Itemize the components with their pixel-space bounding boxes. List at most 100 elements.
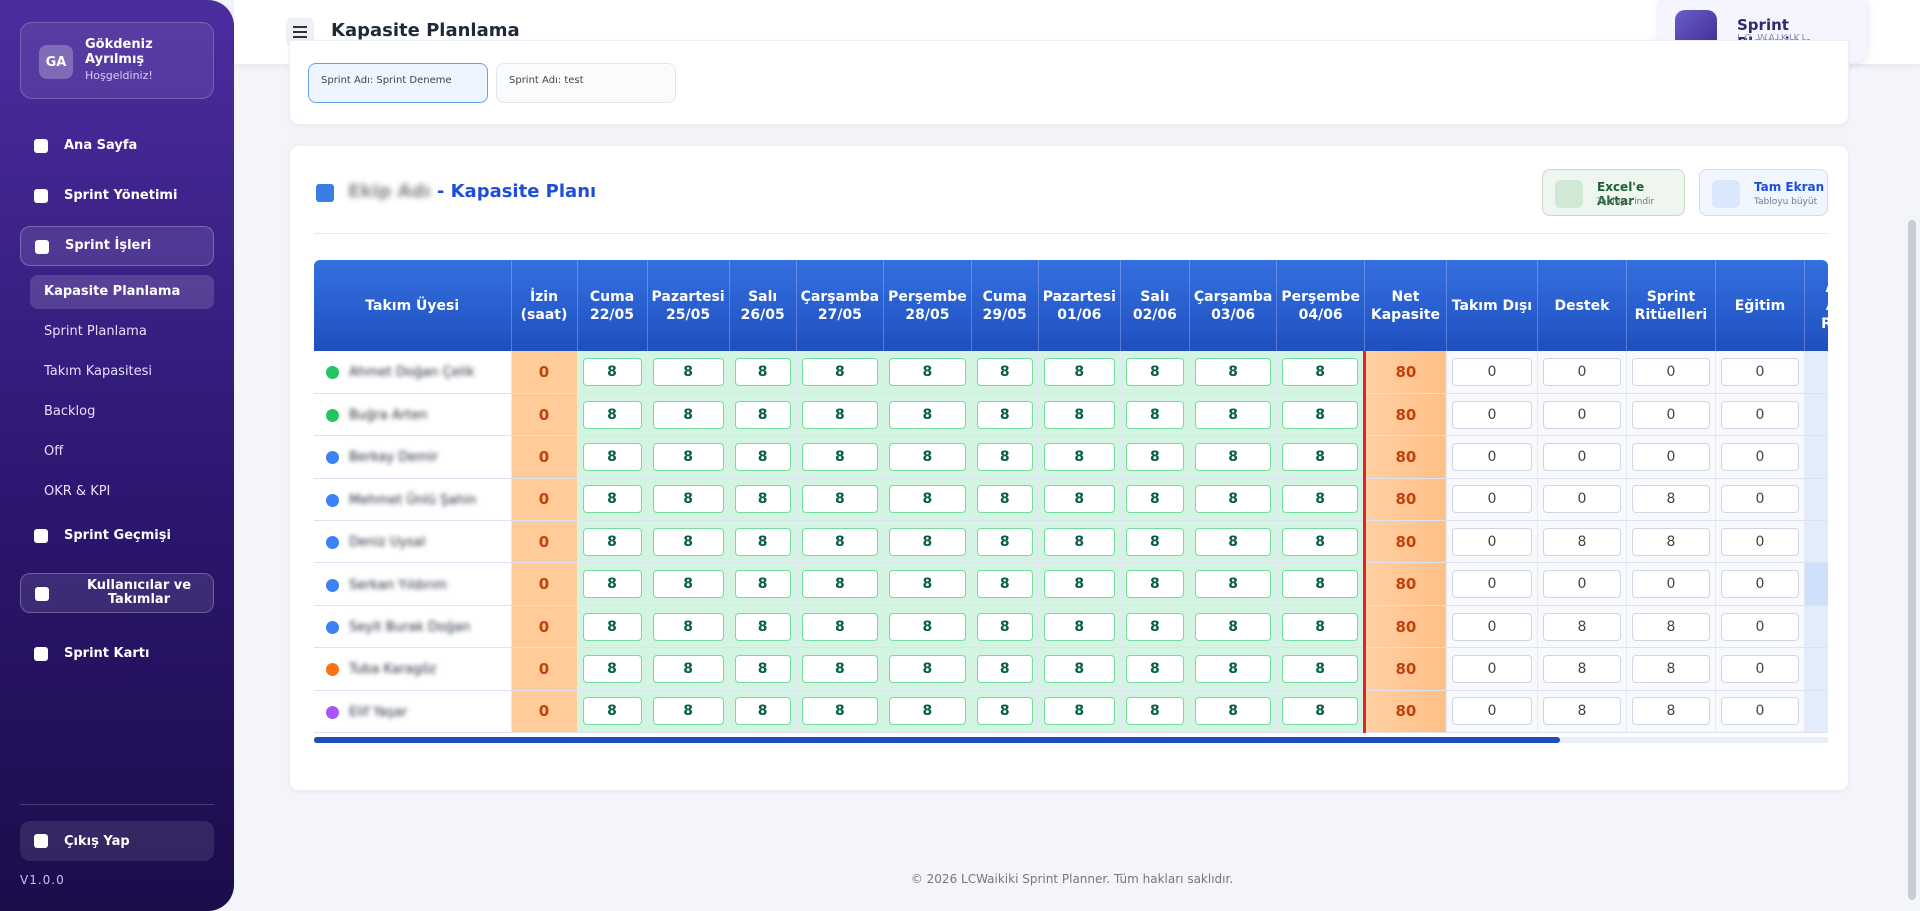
cell-input[interactable]: 8	[582, 612, 642, 641]
cell-input[interactable]: 8	[652, 442, 724, 471]
cell-input[interactable]: 8	[652, 654, 724, 683]
cell-input[interactable]: 0	[1631, 357, 1710, 386]
subnav-item[interactable]: Backlog	[44, 404, 96, 419]
cell-input[interactable]: 8	[582, 357, 642, 386]
sprint-tab[interactable]: Sprint Adı: test	[496, 63, 676, 103]
cell-input[interactable]: 8	[1194, 357, 1272, 386]
cell-input[interactable]: 8	[1125, 697, 1184, 726]
cell-input[interactable]: 8	[976, 485, 1033, 514]
cell-input[interactable]: 8	[1631, 527, 1710, 556]
cell-input[interactable]: 8	[1125, 527, 1184, 556]
cell-input[interactable]: 8	[801, 612, 879, 641]
cell-input[interactable]: 8	[1194, 570, 1272, 599]
cell-input[interactable]: 8	[1194, 612, 1272, 641]
cell-input[interactable]: 8	[1194, 654, 1272, 683]
cell-input[interactable]: 8	[801, 357, 879, 386]
cell-input[interactable]: 8	[734, 527, 791, 556]
cell-input[interactable]: 8	[582, 527, 642, 556]
cell-input[interactable]: 8	[1125, 357, 1184, 386]
cell-input[interactable]: 0	[1542, 357, 1621, 386]
cell-input[interactable]: 8	[652, 400, 724, 429]
cell-input[interactable]: 8	[976, 527, 1033, 556]
cell-input[interactable]: 0	[1631, 442, 1710, 471]
cell-input[interactable]: 0	[1720, 697, 1799, 726]
cell-input[interactable]: 8	[976, 654, 1033, 683]
cell-input[interactable]: 8	[582, 485, 642, 514]
cell-input[interactable]: 8	[801, 400, 879, 429]
cell-input[interactable]: 8	[889, 697, 966, 726]
subnav-item[interactable]: Takım Kapasitesi	[44, 364, 153, 379]
cell-input[interactable]: 8	[582, 654, 642, 683]
cell-input[interactable]: 0	[1451, 612, 1532, 641]
cell-input[interactable]: 8	[801, 442, 879, 471]
cell-input[interactable]: 8	[889, 442, 966, 471]
fullscreen-button[interactable]: Tam Ekran Tabloyu büyüt	[1699, 169, 1828, 216]
cell-input[interactable]: 8	[1542, 697, 1621, 726]
cell-input[interactable]: 8	[1125, 654, 1184, 683]
cell-input[interactable]: 8	[1282, 654, 1358, 683]
nav-item[interactable]: Ana Sayfa	[20, 126, 214, 166]
excel-button[interactable]: Excel'e Aktar Tabloyu indir	[1542, 169, 1685, 216]
cell-input[interactable]: 8	[1542, 527, 1621, 556]
cell-input[interactable]: 8	[1043, 400, 1115, 429]
sprint-tab[interactable]: Sprint Adı: Sprint Deneme	[308, 63, 488, 103]
cell-input[interactable]: 8	[652, 697, 724, 726]
cell-input[interactable]: 0	[1451, 485, 1532, 514]
cell-input[interactable]: 0	[1542, 442, 1621, 471]
cell-input[interactable]: 8	[1043, 357, 1115, 386]
cell-input[interactable]: 0	[1451, 654, 1532, 683]
subnav-item[interactable]: OKR & KPI	[44, 484, 111, 499]
cell-input[interactable]: 8	[582, 442, 642, 471]
cell-input[interactable]: 8	[734, 570, 791, 599]
cell-input[interactable]: 0	[1542, 570, 1621, 599]
cell-input[interactable]: 0	[1451, 357, 1532, 386]
cell-input[interactable]: 8	[801, 527, 879, 556]
cell-input[interactable]: 8	[1125, 400, 1184, 429]
cell-input[interactable]: 0	[1542, 400, 1621, 429]
cell-input[interactable]: 8	[1282, 357, 1358, 386]
logout[interactable]: Çıkış Yap	[20, 821, 214, 861]
cell-input[interactable]: 8	[1194, 697, 1272, 726]
page-scrollbar[interactable]	[1908, 220, 1916, 900]
cell-input[interactable]: 8	[1194, 442, 1272, 471]
nav-item[interactable]: Sprint Yönetimi	[20, 176, 214, 216]
cell-input[interactable]: 8	[889, 357, 966, 386]
cell-input[interactable]: 0	[1631, 570, 1710, 599]
nav-item[interactable]: Sprint Geçmişi	[20, 516, 214, 556]
cell-input[interactable]: 8	[1282, 570, 1358, 599]
cell-input[interactable]: 8	[889, 570, 966, 599]
cell-input[interactable]: 8	[1282, 612, 1358, 641]
subnav-item[interactable]: Off	[44, 444, 64, 459]
cell-input[interactable]: 8	[734, 442, 791, 471]
cell-input[interactable]: 8	[801, 697, 879, 726]
cell-input[interactable]: 8	[1631, 612, 1710, 641]
cell-input[interactable]: 0	[1720, 357, 1799, 386]
cell-input[interactable]: 8	[652, 570, 724, 599]
cell-input[interactable]: 8	[582, 570, 642, 599]
cell-input[interactable]: 8	[801, 654, 879, 683]
cell-input[interactable]: 8	[1125, 570, 1184, 599]
nav-item[interactable]: Kullanıcılar ve Takımlar	[20, 573, 214, 613]
cell-input[interactable]: 0	[1451, 400, 1532, 429]
cell-input[interactable]: 8	[652, 527, 724, 556]
cell-input[interactable]: 8	[1125, 442, 1184, 471]
cell-input[interactable]: 8	[976, 697, 1033, 726]
nav-item[interactable]: Sprint Kartı	[20, 634, 214, 674]
cell-input[interactable]: 8	[889, 654, 966, 683]
subnav-item[interactable]: Sprint Planlama	[44, 324, 147, 339]
cell-input[interactable]: 8	[1194, 527, 1272, 556]
nav-item[interactable]: Sprint İşleri	[20, 226, 214, 266]
cell-input[interactable]: 8	[734, 485, 791, 514]
cell-input[interactable]: 8	[582, 400, 642, 429]
cell-input[interactable]: 0	[1451, 697, 1532, 726]
subnav-item[interactable]: Kapasite Planlama	[30, 275, 214, 309]
cell-input[interactable]: 0	[1720, 612, 1799, 641]
cell-input[interactable]: 8	[1282, 442, 1358, 471]
cell-input[interactable]: 8	[1043, 527, 1115, 556]
cell-input[interactable]: 8	[1282, 697, 1358, 726]
cell-input[interactable]: 0	[1720, 400, 1799, 429]
cell-input[interactable]: 8	[889, 485, 966, 514]
cell-input[interactable]: 0	[1542, 485, 1621, 514]
cell-input[interactable]: 8	[652, 485, 724, 514]
cell-input[interactable]: 8	[976, 357, 1033, 386]
